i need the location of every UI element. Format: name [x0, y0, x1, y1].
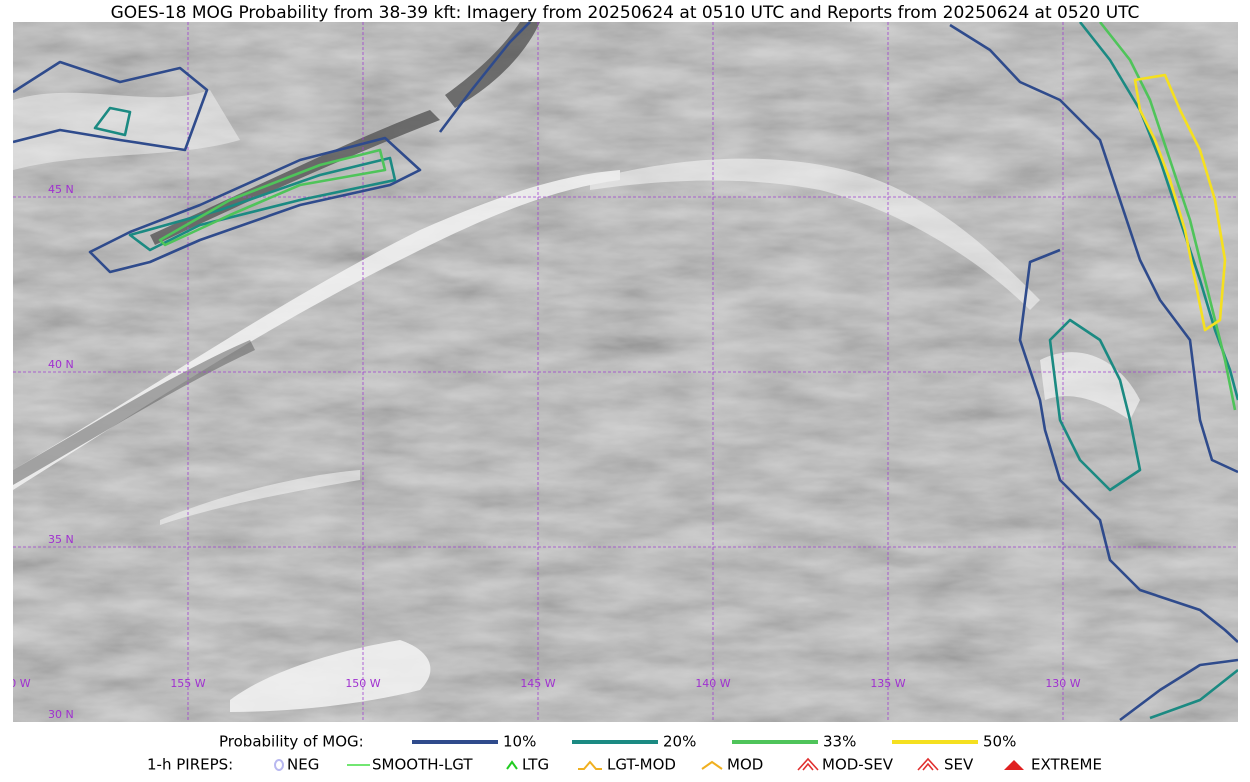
- legend-label: SEV: [944, 756, 974, 774]
- contour-10: [1119, 658, 1238, 722]
- legend-label: NEG: [287, 756, 319, 774]
- pirep-icon: [274, 759, 284, 771]
- latitude-label: 35 N: [48, 533, 74, 546]
- legend-label: 33%: [823, 733, 856, 751]
- pirep-icon: [701, 760, 723, 770]
- contour-20: [128, 156, 397, 252]
- legend-title: 1-h PIREPS:: [147, 756, 233, 774]
- latitude-labels: 45 N 40 N 35 N 30 N: [48, 183, 74, 721]
- map: 45 N 40 N 35 N 30 N 160 W 155 W 150 W 145 W 140…: [0, 22, 1238, 722]
- contour-33: [1098, 22, 1237, 411]
- legend-label: 10%: [503, 733, 536, 751]
- pirep-icon: [797, 757, 819, 771]
- contour-50: [1133, 73, 1227, 332]
- legend-label: SMOOTH-LGT: [372, 756, 473, 774]
- contours: [13, 22, 1238, 722]
- legend-title: Probability of MOG:: [219, 733, 364, 751]
- contour-20: [93, 106, 132, 137]
- pirep-icon: [1004, 760, 1024, 770]
- contour-10: [88, 136, 422, 274]
- longitude-label: 155 W: [170, 677, 205, 690]
- contour-10: [1018, 248, 1238, 643]
- longitude-label: 130 W: [1045, 677, 1080, 690]
- legend-label: LGT-MOD: [607, 756, 676, 774]
- legend-label: 20%: [663, 733, 696, 751]
- longitude-label: 140 W: [695, 677, 730, 690]
- pirep-icon: [917, 757, 939, 771]
- contour-10: [13, 60, 209, 152]
- legend-label: 50%: [983, 733, 1016, 751]
- contour-10: [438, 22, 531, 133]
- contour-20: [1048, 318, 1142, 492]
- legend-label: EXTREME: [1031, 756, 1102, 774]
- latitude-label: 45 N: [48, 183, 74, 196]
- longitude-labels: 160 W 155 W 150 W 145 W 140 W 135 W 130 W: [0, 677, 1081, 690]
- longitude-label: 135 W: [870, 677, 905, 690]
- legend-label: LTG: [522, 756, 549, 774]
- legend-label: MOD-SEV: [822, 756, 894, 774]
- contour-10: [949, 23, 1238, 474]
- graticule: [13, 22, 1238, 722]
- title: GOES-18 MOG Probability from 38-39 kft: …: [111, 3, 1140, 23]
- contour-20: [1149, 668, 1238, 720]
- longitude-label: 160 W: [0, 677, 31, 690]
- pirep-icon: [578, 760, 602, 770]
- longitude-label: 150 W: [345, 677, 380, 690]
- legend-label: MOD: [727, 756, 763, 774]
- longitude-label: 145 W: [520, 677, 555, 690]
- contour-33: [158, 148, 387, 247]
- pirep-icon: [506, 760, 518, 770]
- latitude-label: 40 N: [48, 358, 74, 371]
- legend: Probability of MOG: 10% 20% 33% 50% 1-h PIREP…: [147, 733, 1102, 774]
- latitude-label: 30 N: [48, 708, 74, 721]
